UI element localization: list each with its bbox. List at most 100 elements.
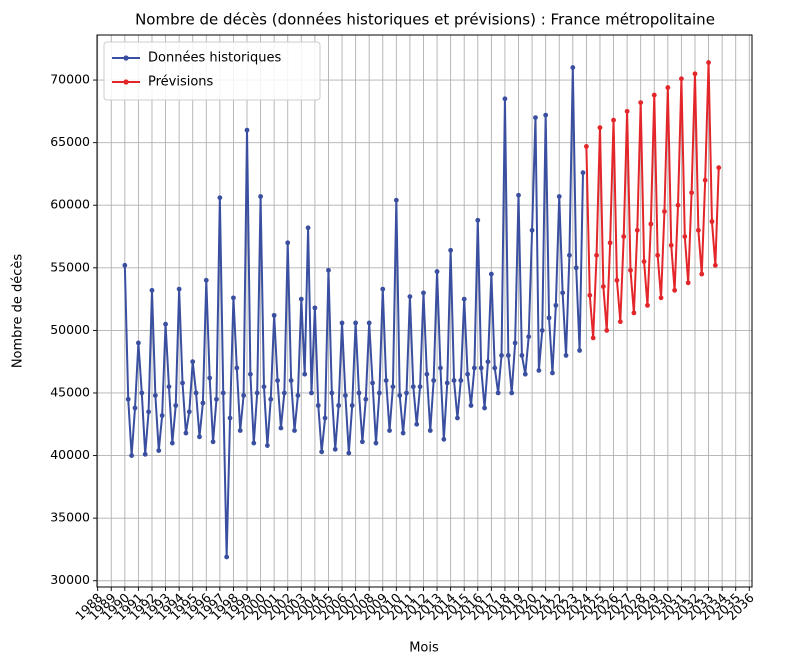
data-point (237, 428, 243, 433)
data-point (302, 371, 308, 377)
data-point (373, 440, 379, 446)
data-point (383, 378, 389, 383)
data-point (424, 371, 430, 377)
data-point (529, 227, 535, 233)
data-point (624, 108, 630, 114)
y-tick-label: 50000 (50, 322, 90, 337)
data-point (309, 390, 314, 396)
data-point (488, 271, 494, 277)
data-point (495, 390, 501, 396)
data-point (468, 403, 474, 408)
data-point (285, 240, 291, 246)
data-point (271, 312, 277, 318)
data-point (200, 400, 206, 406)
data-point (407, 294, 413, 300)
data-point (471, 365, 477, 371)
data-point (186, 409, 192, 415)
data-point (628, 267, 633, 273)
data-point (519, 353, 525, 358)
data-point (139, 390, 145, 396)
data-point (298, 296, 304, 302)
data-point (149, 287, 155, 293)
data-point (329, 390, 335, 396)
data-point (258, 194, 263, 199)
data-point (465, 371, 471, 377)
data-point (614, 277, 620, 283)
data-point (550, 370, 555, 376)
data-point (136, 340, 141, 346)
data-point (675, 202, 681, 208)
data-point (326, 267, 331, 273)
legend-label: Données historiques (148, 51, 281, 66)
data-point (214, 396, 219, 402)
data-point (152, 393, 158, 398)
data-point (322, 415, 328, 421)
data-point (356, 390, 362, 396)
chart-title: Nombre de décès (données historiques et … (135, 11, 715, 29)
data-point (387, 428, 392, 433)
data-point (594, 252, 599, 258)
data-point (587, 292, 593, 298)
data-point (607, 240, 613, 246)
data-point (336, 403, 342, 408)
data-point (505, 353, 511, 358)
y-tick-label: 55000 (50, 259, 90, 274)
data-point (604, 328, 610, 333)
data-point (346, 450, 352, 456)
data-point (638, 100, 644, 105)
data-point (560, 290, 566, 296)
data-point (455, 415, 460, 421)
data-point (617, 319, 623, 325)
data-point (363, 396, 369, 402)
data-point (716, 165, 722, 171)
data-point (702, 177, 708, 183)
y-tick-label: 45000 (50, 384, 90, 399)
data-point (709, 219, 715, 224)
data-point (169, 440, 175, 446)
data-point (180, 380, 185, 386)
data-point (448, 247, 454, 253)
data-point (441, 436, 447, 442)
data-point (319, 449, 325, 455)
data-point (662, 209, 667, 214)
data-point (641, 259, 647, 264)
data-point (482, 405, 487, 411)
data-point (417, 384, 423, 390)
data-point (366, 320, 372, 326)
data-point (458, 378, 464, 383)
y-tick-label: 65000 (50, 134, 90, 149)
data-point (343, 393, 348, 398)
data-point (231, 295, 236, 301)
data-point (699, 271, 705, 277)
data-point (672, 287, 678, 293)
data-point (556, 194, 562, 199)
data-point (353, 320, 359, 326)
data-point (427, 428, 433, 433)
data-point (173, 403, 179, 408)
data-point (129, 453, 135, 458)
data-point (370, 380, 375, 386)
data-point (339, 320, 345, 326)
data-point (597, 125, 603, 131)
data-point (651, 92, 657, 98)
data-point (264, 443, 270, 448)
data-point (434, 269, 440, 274)
data-point (516, 192, 521, 198)
data-point (163, 321, 168, 327)
legend-label: Prévisions (148, 75, 214, 90)
data-point (193, 390, 199, 396)
data-point (546, 315, 552, 321)
data-point (210, 439, 216, 445)
x-axis-label: Mois (409, 641, 439, 656)
data-point (543, 112, 549, 118)
data-point (706, 60, 711, 65)
data-point (580, 170, 586, 176)
data-point (461, 296, 467, 302)
data-point (234, 365, 240, 371)
data-point (224, 554, 230, 560)
data-point (156, 448, 162, 453)
data-point (658, 295, 664, 301)
data-point (539, 328, 545, 333)
data-point (404, 390, 409, 396)
data-point (197, 434, 202, 440)
